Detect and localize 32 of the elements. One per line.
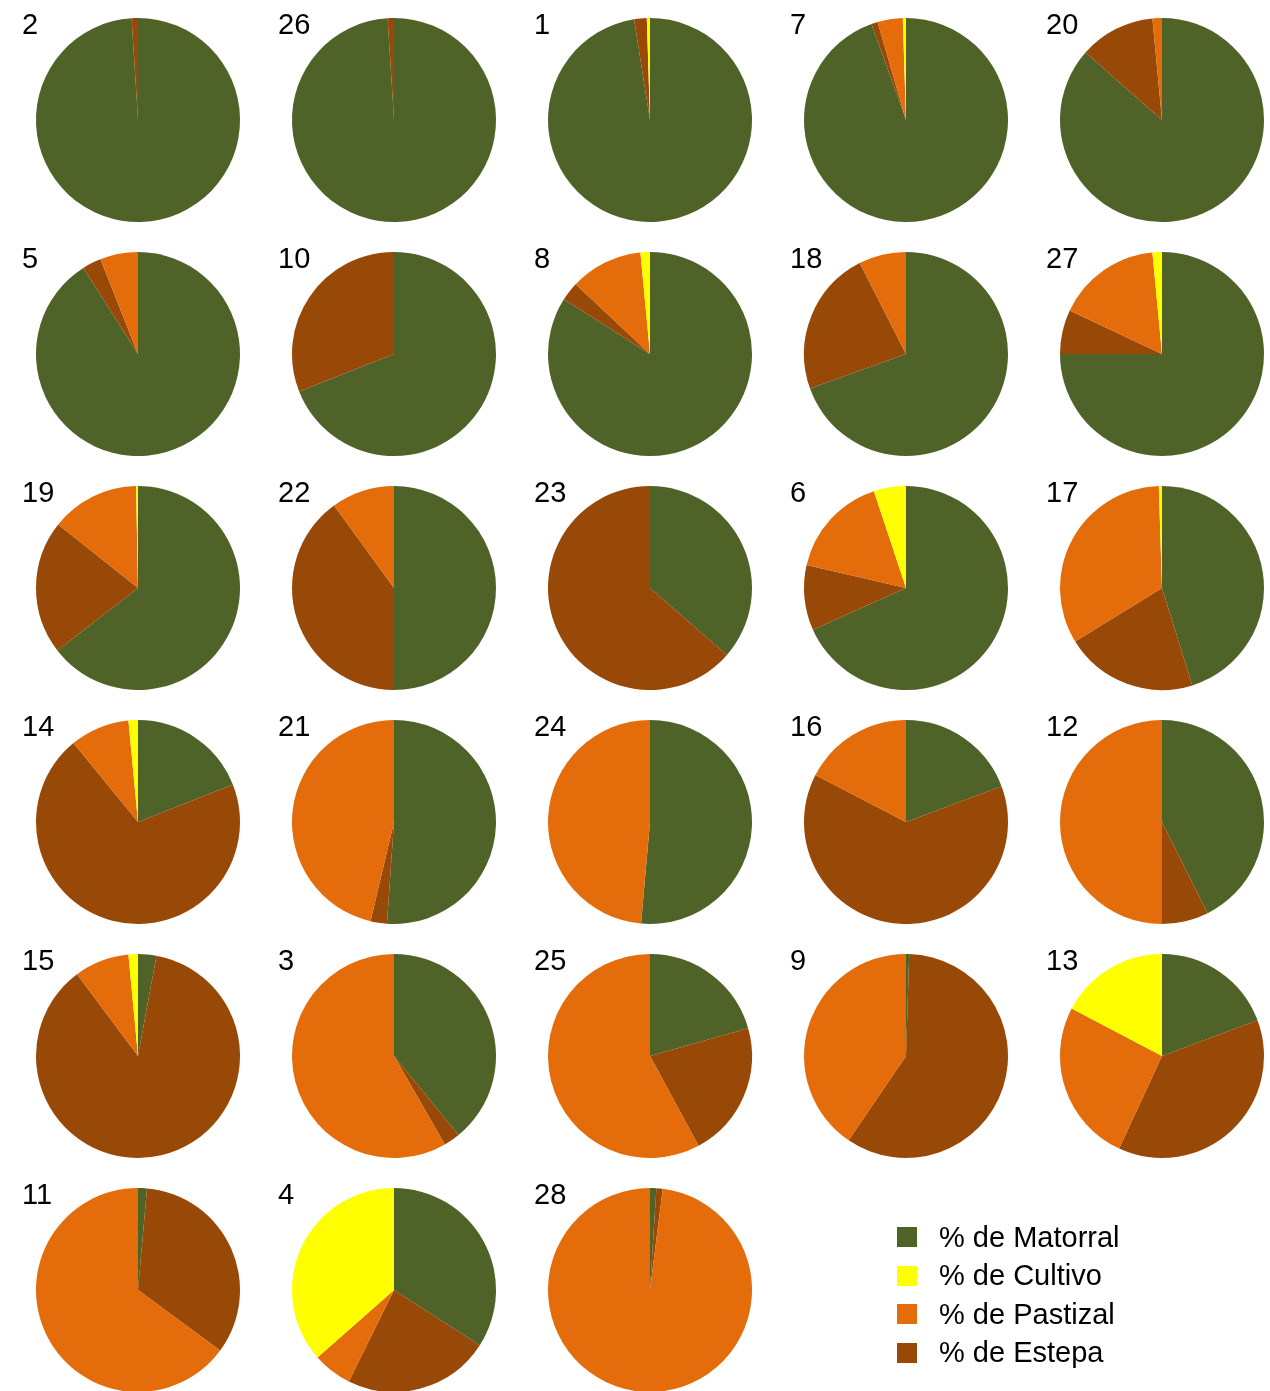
chart-title: 7 [790,8,807,41]
chart-title: 12 [1046,710,1079,743]
chart-title: 21 [278,710,311,743]
chart-title: 18 [790,242,823,275]
chart-title: 19 [22,476,55,509]
chart-title: 22 [278,476,311,509]
chart-title: 20 [1046,8,1079,41]
chart-title: 2 [22,8,39,41]
chart-title: 5 [22,242,39,275]
chart-title: 24 [534,710,567,743]
chart-title: 27 [1046,242,1079,275]
legend-label: % de Matorral [939,1220,1120,1254]
legend-label: % de Cultivo [939,1259,1102,1293]
chart-title: 3 [278,944,295,977]
chart-title: 9 [790,944,807,977]
chart-title: 1 [534,8,551,41]
chart-title: 10 [278,242,311,275]
legend-label: % de Estepa [939,1336,1104,1370]
chart-title: 26 [278,8,311,41]
chart-title: 25 [534,944,567,977]
chart-title: 16 [790,710,823,743]
chart-title: 23 [534,476,567,509]
chart-title: 15 [22,944,55,977]
chart-title: 4 [278,1178,295,1211]
chart-title: 14 [22,710,55,743]
chart-title: 28 [534,1178,567,1211]
chart-title: 8 [534,242,551,275]
chart-title: 6 [790,476,807,509]
legend-label: % de Pastizal [939,1297,1115,1331]
chart-title: 11 [22,1178,53,1211]
chart-title: 17 [1046,476,1079,509]
chart-title: 13 [1046,944,1079,977]
